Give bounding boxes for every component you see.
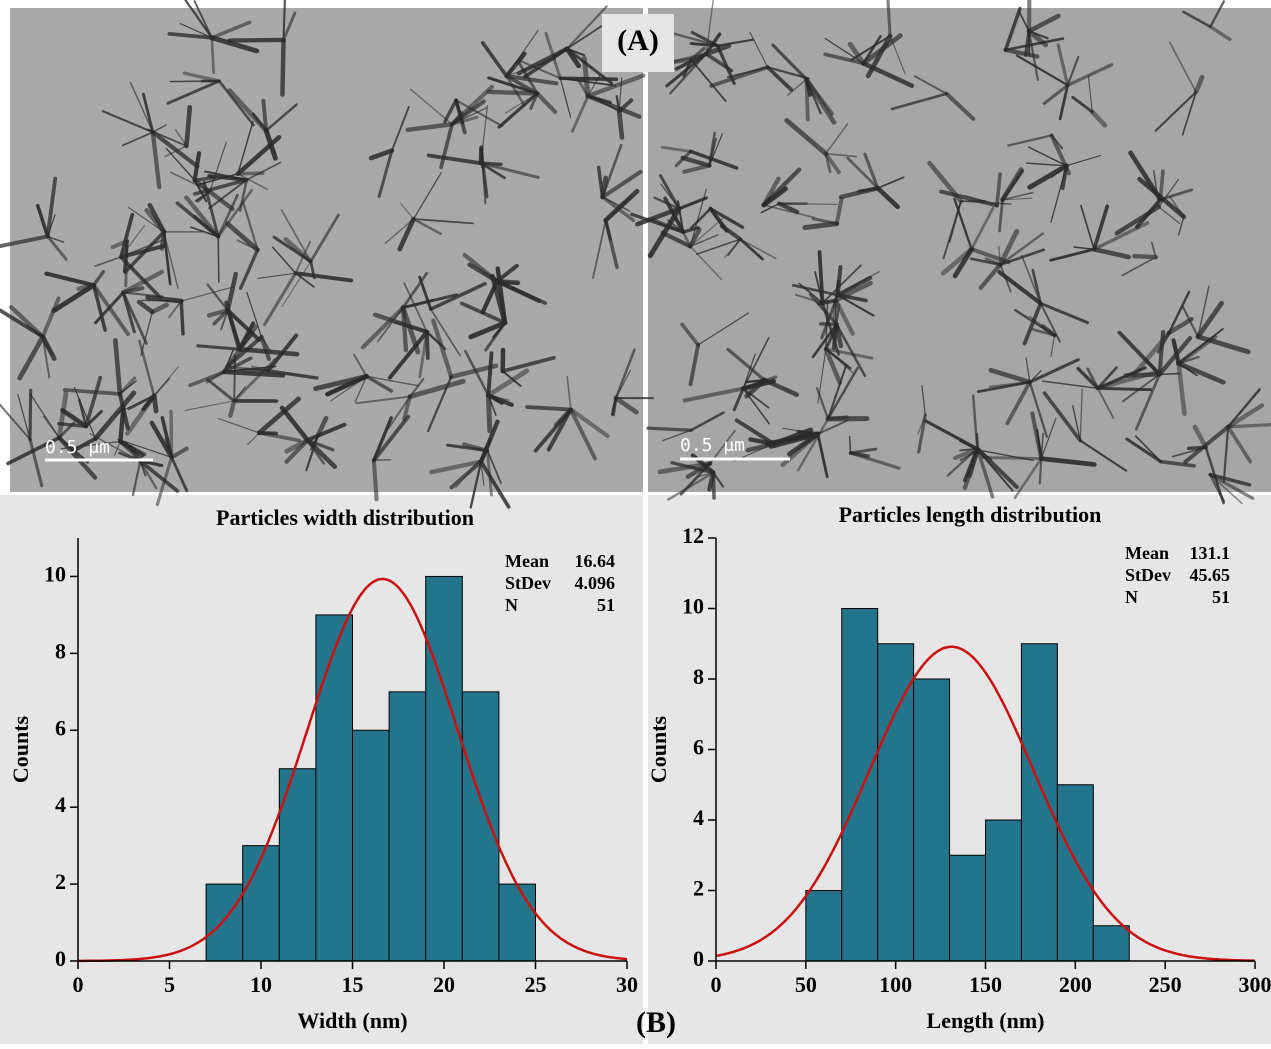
y-tick-label: 0	[693, 946, 704, 971]
bar	[316, 615, 353, 961]
bar	[1021, 644, 1057, 961]
y-tick-label: 10	[44, 562, 66, 587]
x-axis-label: Length (nm)	[927, 1008, 1045, 1033]
tem-image	[648, 8, 1271, 492]
crystal	[779, 204, 838, 205]
bar	[986, 820, 1022, 961]
y-axis-label: Counts	[8, 715, 33, 783]
crystal	[282, 40, 283, 95]
bar	[206, 884, 243, 961]
crystal	[497, 281, 518, 282]
panel-label: (A)	[617, 24, 659, 57]
tem-images	[0, 0, 1271, 508]
y-tick-label: 0	[55, 946, 66, 971]
crystal	[30, 390, 31, 439]
bar	[499, 884, 536, 961]
stat-value: 45.65	[1190, 565, 1231, 585]
stat-label: StDev	[1125, 565, 1171, 585]
crystal	[181, 301, 183, 334]
stat-value: 51	[597, 595, 615, 615]
y-tick-label: 4	[55, 792, 66, 817]
y-tick-label: 12	[682, 523, 704, 548]
y-tick-label: 2	[693, 876, 704, 901]
x-axis-label: Width (nm)	[297, 1008, 407, 1033]
y-axis-label: Counts	[646, 715, 671, 783]
crystal	[142, 300, 181, 301]
x-tick-label: 20	[433, 972, 455, 997]
stat-label: Mean	[505, 551, 549, 571]
crystal	[488, 395, 490, 431]
bar	[389, 692, 426, 961]
bar	[950, 855, 986, 961]
crystal	[1160, 374, 1180, 375]
stat-label: N	[505, 595, 518, 615]
bar	[1057, 785, 1093, 961]
crystal	[1040, 459, 1041, 484]
crystal	[527, 407, 571, 410]
stat-label: N	[1125, 587, 1138, 607]
y-tick-label: 6	[55, 715, 66, 740]
crystal	[828, 417, 847, 419]
x-tick-label: 300	[1239, 972, 1271, 997]
bar	[353, 730, 390, 961]
crystal	[850, 437, 851, 453]
y-tick-label: 10	[682, 594, 704, 619]
x-tick-label: 0	[711, 972, 722, 997]
crystal	[648, 428, 691, 430]
x-tick-label: 50	[795, 972, 817, 997]
bar	[462, 692, 499, 961]
x-tick-label: 10	[250, 972, 272, 997]
crystal	[234, 356, 235, 401]
x-tick-label: 250	[1149, 972, 1182, 997]
crystal	[619, 111, 622, 137]
crystal	[983, 458, 1041, 459]
y-tick-label: 2	[55, 869, 66, 894]
x-tick-label: 100	[879, 972, 912, 997]
stat-value: 16.64	[575, 551, 616, 571]
crystal	[1098, 388, 1151, 389]
crystal	[186, 107, 189, 146]
y-tick-label: 8	[55, 638, 66, 663]
stat-value: 131.1	[1190, 543, 1231, 563]
crystal	[427, 332, 428, 358]
bar	[806, 891, 842, 962]
bar	[1093, 926, 1129, 961]
crystal	[977, 434, 978, 450]
crystal	[212, 38, 214, 73]
y-tick-label: 8	[693, 664, 704, 689]
stat-value: 4.096	[575, 573, 616, 593]
panel-label: (B)	[636, 1006, 676, 1039]
crystal	[374, 460, 377, 499]
bar	[914, 679, 950, 961]
x-tick-label: 30	[616, 972, 638, 997]
y-tick-label: 6	[693, 735, 704, 760]
crystal	[171, 411, 172, 457]
x-tick-label: 200	[1059, 972, 1092, 997]
stat-label: StDev	[505, 573, 551, 593]
bar	[243, 846, 280, 961]
stat-value: 51	[1212, 587, 1230, 607]
x-tick-label: 0	[73, 972, 84, 997]
chart-title: Particles width distribution	[216, 505, 474, 530]
scale-label: 0.5 μm	[45, 437, 110, 458]
chart-title: Particles length distribution	[839, 502, 1102, 527]
bar	[878, 644, 914, 961]
bar	[842, 609, 878, 962]
x-tick-label: 150	[969, 972, 1002, 997]
crystal	[1134, 256, 1155, 257]
crystal	[218, 237, 219, 282]
x-tick-label: 25	[525, 972, 547, 997]
x-tick-label: 5	[164, 972, 175, 997]
bar	[426, 576, 463, 961]
crystal	[230, 40, 284, 41]
stat-label: Mean	[1125, 543, 1169, 563]
scale-label: 0.5 μm	[680, 435, 745, 456]
x-tick-label: 15	[342, 972, 364, 997]
crystal	[603, 178, 606, 197]
crystal	[1160, 171, 1163, 200]
y-tick-label: 4	[693, 805, 704, 830]
